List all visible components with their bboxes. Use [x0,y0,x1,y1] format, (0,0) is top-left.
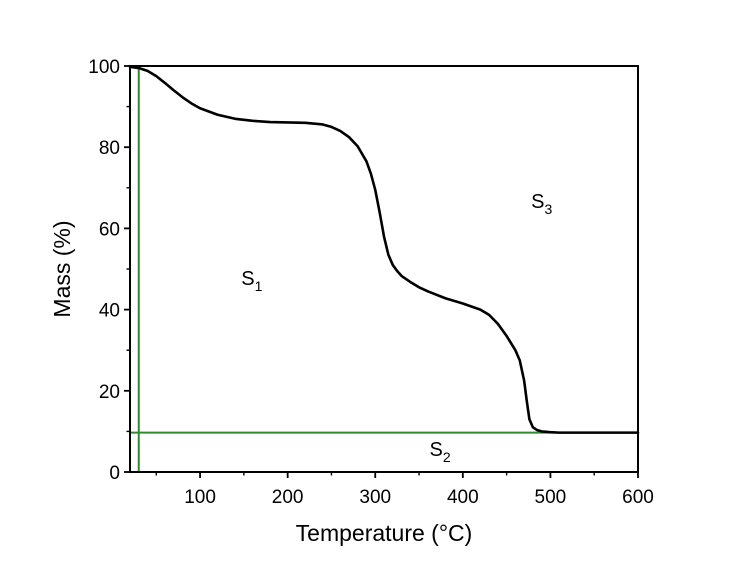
reference-lines [130,66,638,472]
annotations: S1 S2 S3 [241,191,552,465]
axis-ticks [124,65,639,478]
region-label-subscript: 2 [443,449,451,465]
region-label-s2: S2 [430,439,451,465]
x-axis-title: Temperature (°C) [296,520,473,546]
x-tick-label: 300 [359,487,391,508]
y-tick-label: 100 [88,57,120,78]
y-tick-label: 40 [99,301,120,322]
x-tick-label: 500 [535,487,567,508]
x-tick-label: 100 [184,487,216,508]
y-axis-title: Mass (%) [49,220,75,317]
y-tick-label: 0 [109,463,120,484]
region-label-subscript: 1 [255,278,263,294]
region-label-s3: S3 [531,191,552,217]
y-tick-label: 80 [99,138,120,159]
x-tick-label: 400 [447,487,479,508]
y-tick-label: 60 [99,219,120,240]
x-tick-label: 200 [272,487,304,508]
x-tick-label: 600 [622,487,654,508]
region-label-subscript: 3 [544,201,552,217]
region-label-s1: S1 [241,268,262,294]
tick-labels: 100 200 300 400 500 600 0 20 40 60 80 100 [88,57,654,508]
y-tick-label: 20 [99,382,120,403]
plot-frame [129,65,639,473]
mass-curve-0 [128,65,640,434]
curve-layer [128,65,640,434]
